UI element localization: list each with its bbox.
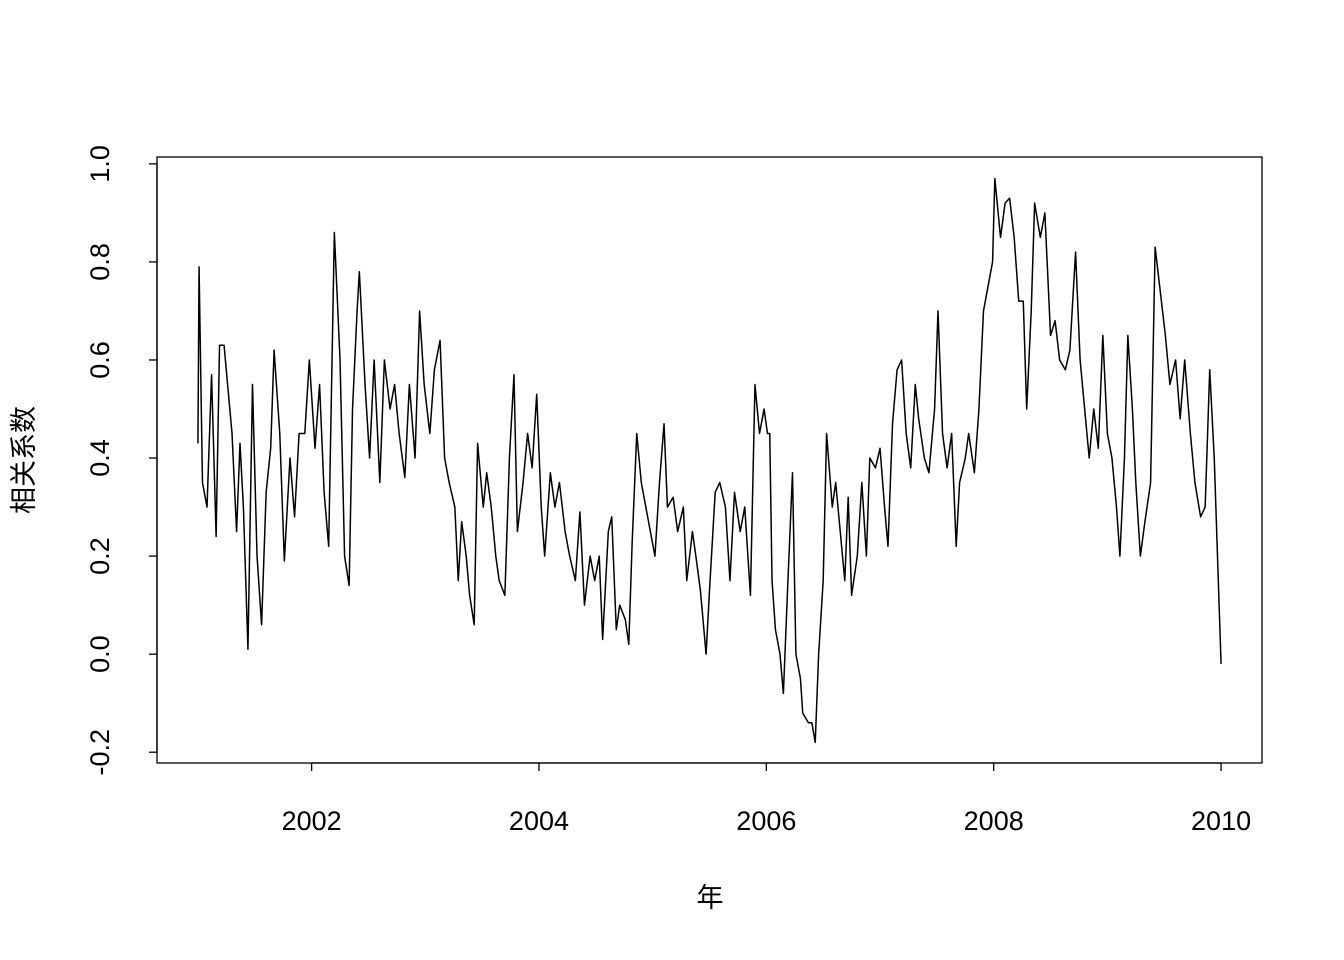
x-tick-label: 2002 (282, 806, 342, 836)
y-tick-label: 0.2 (85, 537, 115, 575)
x-tick-label: 2006 (736, 806, 796, 836)
data-line (197, 177, 1222, 744)
y-tick-label: -0.2 (85, 729, 115, 776)
x-axis-label: 年 (697, 883, 724, 913)
y-tick-label: 0.6 (85, 341, 115, 379)
x-tick-label: 2008 (964, 806, 1024, 836)
x-tick-label: 2010 (1191, 806, 1251, 836)
y-tick-label: 0.0 (85, 635, 115, 673)
y-axis-label: 相关系数 (9, 406, 39, 514)
x-tick-label: 2004 (509, 806, 569, 836)
y-tick-label: 0.8 (85, 243, 115, 281)
y-tick-label: 1.0 (85, 145, 115, 183)
y-tick-label: 0.4 (85, 439, 115, 477)
